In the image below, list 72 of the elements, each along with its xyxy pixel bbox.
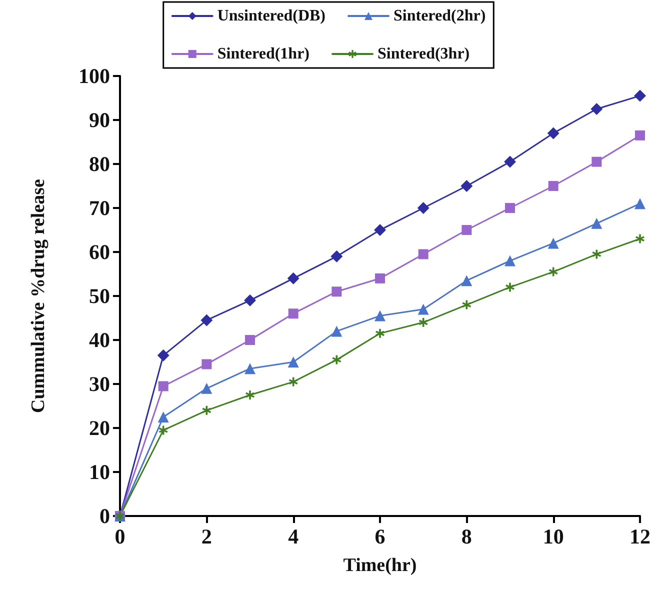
y-tick-label: 60 [89, 240, 110, 264]
point [287, 272, 300, 284]
y-tick-label: 20 [89, 416, 110, 440]
y-tick-label: 40 [89, 328, 110, 352]
y-tick-label: 10 [89, 460, 110, 484]
point [244, 363, 256, 374]
point [461, 275, 472, 286]
point [288, 377, 298, 386]
point [332, 286, 342, 297]
point [288, 308, 298, 319]
y-tick-label: 50 [89, 284, 110, 308]
point [462, 300, 472, 310]
y-tick-label: 90 [89, 108, 110, 132]
point [245, 335, 255, 345]
point [592, 250, 602, 259]
point [244, 294, 256, 306]
legend-label: Sintered(2hr) [394, 8, 486, 24]
point [158, 412, 169, 422]
point [505, 203, 515, 213]
point [636, 234, 644, 244]
point [246, 390, 254, 400]
point [548, 238, 559, 249]
point [548, 181, 558, 191]
x-tick-label: 6 [374, 524, 386, 548]
y-tick-label: 30 [89, 372, 110, 396]
x-tick-label: 10 [542, 524, 564, 548]
point [374, 310, 386, 322]
point [462, 225, 472, 235]
point [202, 406, 212, 415]
point [548, 267, 558, 276]
point [506, 282, 514, 292]
x-tick-label: 2 [201, 524, 212, 548]
y-tick-label: 100 [78, 64, 110, 88]
point [590, 103, 603, 115]
point [417, 202, 430, 214]
x-tick-label: 0 [114, 524, 126, 548]
point [460, 180, 473, 192]
point [158, 426, 168, 435]
point [592, 156, 602, 167]
point [504, 255, 516, 266]
point [375, 273, 385, 284]
x-tick-label: 8 [461, 524, 472, 548]
x-tick-label: 12 [630, 524, 650, 548]
point [331, 326, 342, 337]
y-tick-label: 80 [89, 152, 110, 176]
x-tick-label: 4 [288, 524, 300, 548]
point [418, 304, 429, 315]
point [330, 250, 343, 262]
legend-label: Sintered(1hr) [217, 46, 310, 62]
point [634, 198, 646, 210]
point [201, 382, 212, 394]
point [158, 381, 168, 392]
legend-label: Sintered(3hr) [377, 46, 470, 62]
point [376, 328, 384, 338]
point [635, 130, 645, 140]
point [332, 355, 342, 364]
point [288, 356, 299, 368]
y-tick-label: 0 [100, 504, 110, 528]
point [634, 90, 646, 102]
point [418, 249, 428, 260]
x-axis-title: Time(hr) [343, 555, 417, 576]
point [374, 224, 386, 236]
point [591, 218, 602, 229]
point [418, 318, 428, 327]
point [504, 156, 516, 168]
point [157, 349, 170, 362]
point [200, 314, 213, 326]
y-tick-label: 70 [89, 196, 110, 220]
y-axis-title: Cummulative %drug release [28, 179, 49, 413]
point [547, 127, 560, 140]
point [202, 359, 212, 370]
legend-label: Unsintered(DB) [217, 8, 326, 24]
